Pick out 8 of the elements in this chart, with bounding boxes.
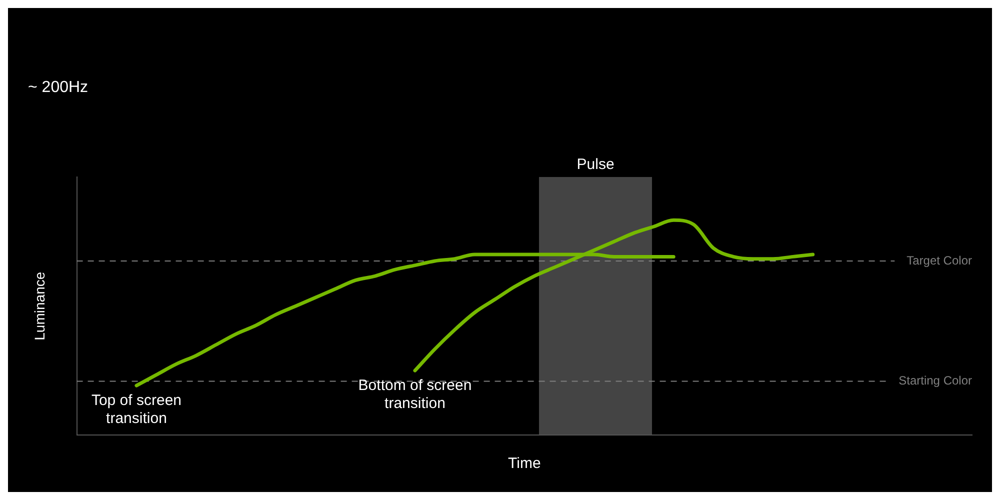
x-axis-title: Time	[508, 455, 541, 472]
annotation: Top of screen transition	[91, 392, 182, 428]
text: Pulse	[576, 156, 614, 173]
ref-line-label: Target Color	[906, 253, 972, 268]
annotation: Bottom of screen transition	[358, 377, 472, 412]
chart-title: ~ 200Hz	[28, 79, 88, 96]
y-axis-title: Luminance	[31, 272, 48, 340]
ref-line-label: Starting Color	[898, 374, 972, 388]
